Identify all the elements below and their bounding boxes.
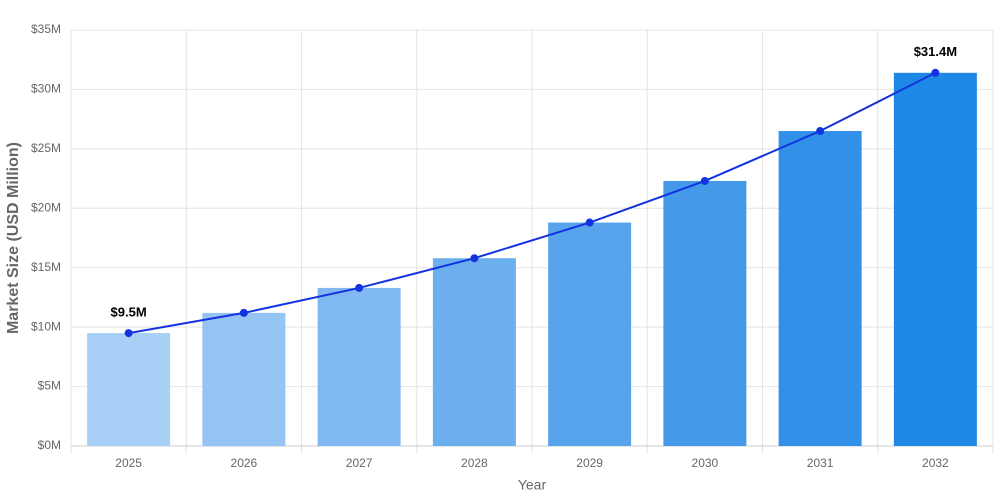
x-tick-label: 2026 xyxy=(231,456,258,470)
line-point xyxy=(585,218,594,227)
line-point xyxy=(700,176,709,185)
x-tick-label: 2031 xyxy=(807,456,834,470)
x-tick-label: 2030 xyxy=(692,456,719,470)
x-tick-label: 2029 xyxy=(576,456,603,470)
line-point xyxy=(470,254,479,263)
x-tick-label: 2025 xyxy=(115,456,142,470)
y-tick-label: $35M xyxy=(31,22,61,36)
bar xyxy=(663,180,747,446)
y-tick-label: $5M xyxy=(38,379,61,393)
data-label: $31.4M xyxy=(914,44,957,59)
y-tick-label: $10M xyxy=(31,319,61,333)
trend-line xyxy=(128,71,936,335)
x-tick-label: 2027 xyxy=(346,456,373,470)
line-point xyxy=(124,329,133,338)
line-point xyxy=(239,308,248,317)
y-tick-label: $30M xyxy=(31,82,61,96)
data-label: $9.5M xyxy=(111,305,147,320)
bar xyxy=(548,222,632,446)
bar xyxy=(432,258,516,446)
bar xyxy=(87,333,171,446)
line-point xyxy=(816,127,825,136)
x-axis-title: Year xyxy=(518,477,547,493)
bar xyxy=(202,312,286,446)
line-point xyxy=(355,283,364,292)
y-tick-label: $0M xyxy=(38,438,61,452)
line-point xyxy=(931,68,940,77)
y-tick-label: $25M xyxy=(31,141,61,155)
y-tick-label: $15M xyxy=(31,260,61,274)
y-axis-title: Market Size (USD Million) xyxy=(5,142,22,334)
bar xyxy=(893,72,977,446)
bar xyxy=(317,287,401,446)
y-tick-label: $20M xyxy=(31,200,61,214)
x-tick-label: 2032 xyxy=(922,456,949,470)
x-tick-label: 2028 xyxy=(461,456,488,470)
bar xyxy=(778,131,862,446)
